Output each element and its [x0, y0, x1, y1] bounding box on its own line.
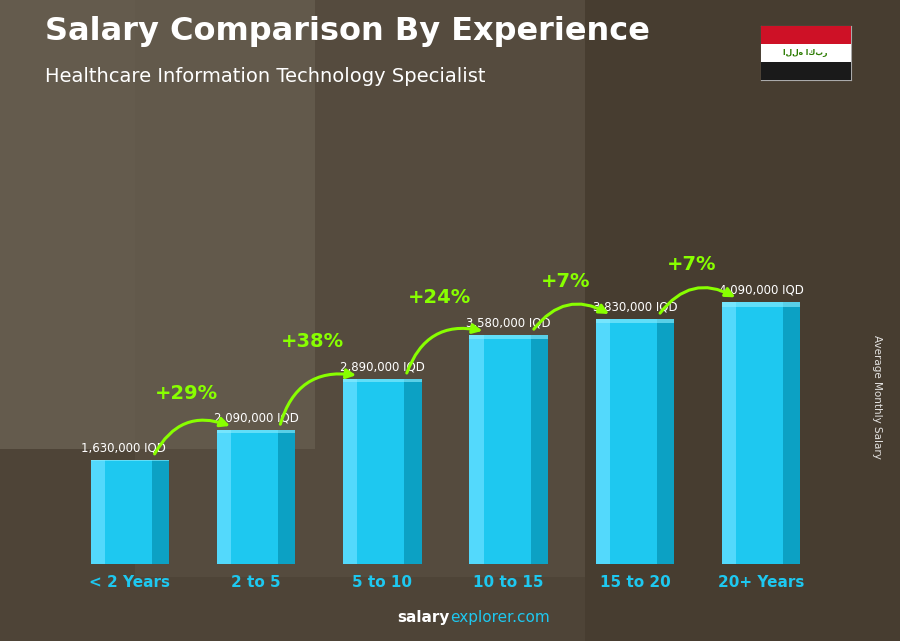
Text: 2,890,000 IQD: 2,890,000 IQD [340, 361, 425, 374]
Bar [596, 319, 674, 564]
Bar [343, 379, 421, 382]
Text: 3,830,000 IQD: 3,830,000 IQD [592, 301, 677, 313]
Bar [760, 44, 850, 62]
Bar [91, 460, 169, 462]
Bar [135, 0, 585, 577]
Text: +29%: +29% [155, 383, 218, 403]
Text: Salary Comparison By Experience: Salary Comparison By Experience [45, 16, 650, 47]
Bar [722, 302, 800, 306]
Text: +24%: +24% [408, 288, 471, 307]
Bar [760, 62, 850, 80]
Bar [470, 335, 548, 338]
Text: 3,580,000 IQD: 3,580,000 IQD [466, 317, 551, 329]
Text: +7%: +7% [667, 255, 716, 274]
Bar [404, 379, 421, 564]
Bar [217, 430, 295, 433]
Bar [722, 302, 800, 564]
Text: +38%: +38% [282, 332, 345, 351]
Bar [91, 460, 104, 564]
Bar [278, 430, 295, 564]
Bar [783, 302, 800, 564]
Bar [152, 460, 169, 564]
Text: 4,090,000 IQD: 4,090,000 IQD [719, 284, 804, 297]
Bar [91, 460, 169, 564]
Bar [657, 319, 674, 564]
Bar [217, 430, 231, 564]
Text: الله اكبر: الله اكبر [783, 48, 828, 58]
Bar [596, 319, 674, 323]
Bar [470, 335, 483, 564]
Bar [0, 0, 315, 449]
Text: +7%: +7% [541, 272, 590, 291]
Bar [596, 319, 610, 564]
Text: 2,090,000 IQD: 2,090,000 IQD [213, 412, 299, 425]
Bar [343, 379, 421, 564]
Bar [531, 335, 548, 564]
Bar [470, 335, 548, 564]
Text: Healthcare Information Technology Specialist: Healthcare Information Technology Specia… [45, 67, 485, 87]
Text: 1,630,000 IQD: 1,630,000 IQD [81, 442, 166, 454]
Bar [217, 430, 295, 564]
Text: explorer.com: explorer.com [450, 610, 550, 625]
Bar [722, 302, 736, 564]
Text: Average Monthly Salary: Average Monthly Salary [872, 335, 883, 460]
Bar [760, 26, 850, 44]
Text: salary: salary [398, 610, 450, 625]
Bar [343, 379, 357, 564]
Bar [585, 0, 900, 641]
